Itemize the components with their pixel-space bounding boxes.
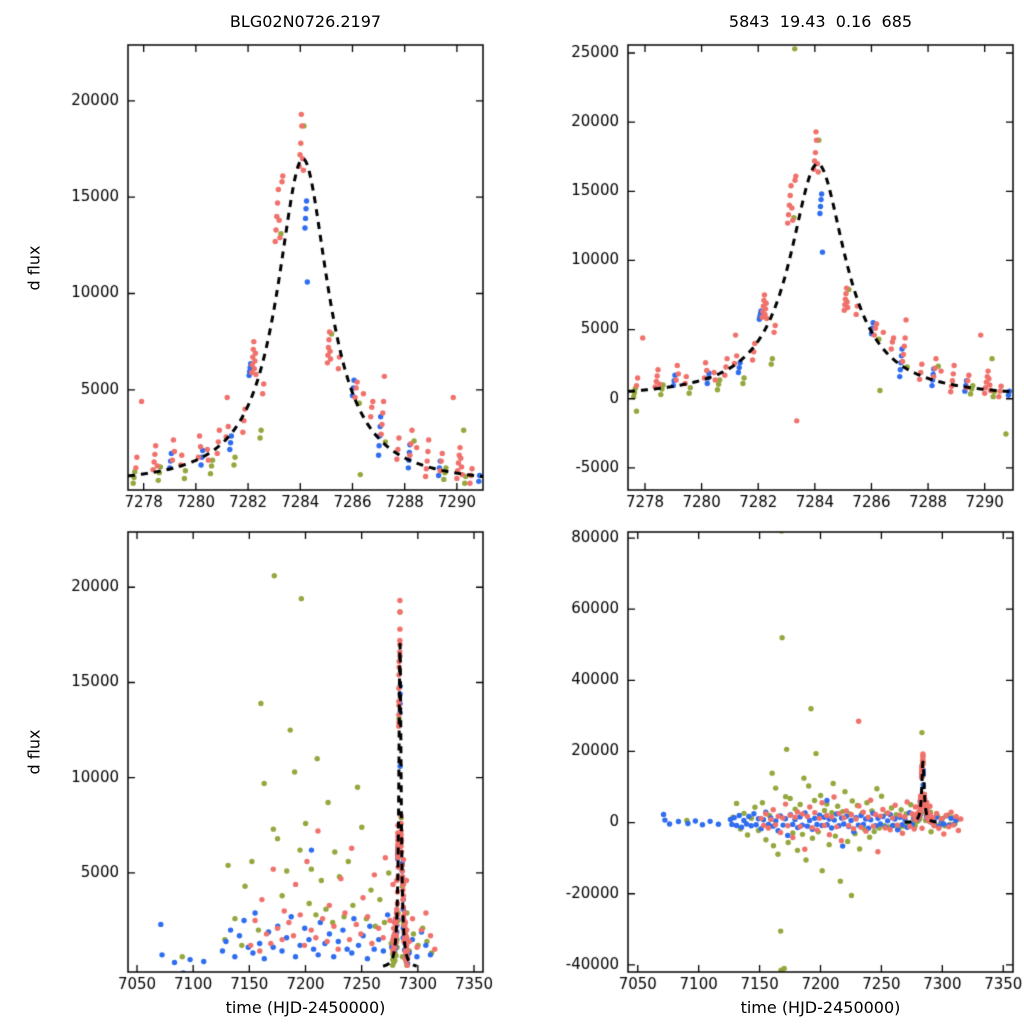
y-axis-label-top: d flux: [24, 245, 44, 291]
x-axis-label-bottom-left: time (HJD-2450000): [225, 998, 386, 1017]
panel-title-event-id: BLG02N0726.2197: [229, 12, 382, 31]
panel-title-fit-params: 5843 19.43 0.16 685: [728, 12, 913, 31]
y-axis-label-bottom: d flux: [24, 729, 44, 775]
x-axis-label-bottom-right: time (HJD-2450000): [740, 998, 901, 1017]
